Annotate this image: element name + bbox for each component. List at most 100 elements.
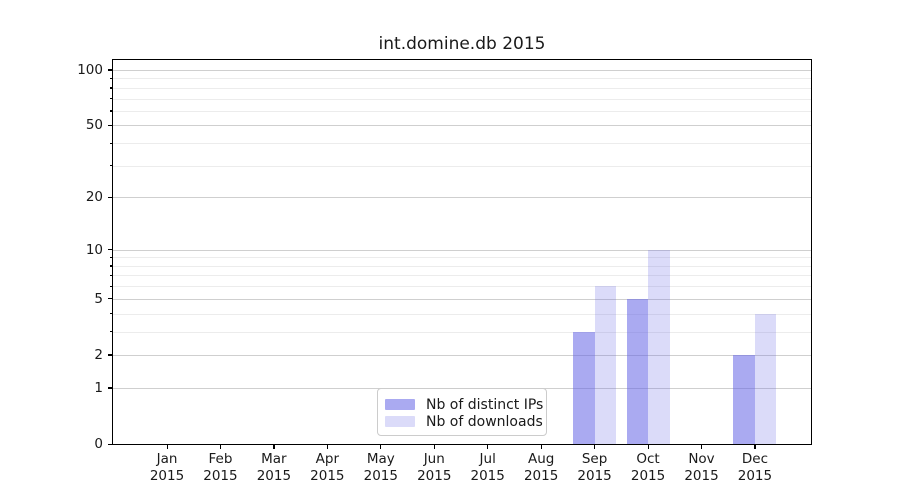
legend-label-downloads: Nb of downloads bbox=[426, 413, 543, 430]
x-tick-label-aug: Aug 2015 bbox=[501, 451, 581, 485]
minor-gridline bbox=[113, 331, 811, 333]
y-tick-label: 100 bbox=[77, 61, 103, 78]
x-tick-month: Jun bbox=[423, 451, 445, 467]
y-tick-mark bbox=[108, 124, 113, 127]
x-tick-mark bbox=[273, 444, 275, 449]
x-tick-mark bbox=[380, 444, 382, 449]
x-tick-label-may: May 2015 bbox=[341, 451, 421, 485]
x-tick-month: Jul bbox=[479, 451, 496, 467]
y-tick-label: 2 bbox=[94, 346, 103, 363]
x-tick-mark bbox=[433, 444, 435, 449]
x-tick-month: Apr bbox=[315, 451, 340, 467]
y-minor-tick-mark bbox=[110, 313, 113, 315]
x-tick-label-sep: Sep 2015 bbox=[555, 451, 635, 485]
y-minor-tick-mark bbox=[110, 165, 113, 167]
x-tick-month: Sep bbox=[581, 451, 608, 467]
major-gridline bbox=[113, 249, 811, 251]
downloads-swatch bbox=[385, 416, 415, 427]
y-tick-mark bbox=[108, 354, 113, 356]
y-tick-label: 50 bbox=[85, 117, 103, 134]
x-tick-label-mar: Mar 2015 bbox=[234, 451, 314, 485]
y-tick-mark bbox=[108, 249, 113, 251]
x-tick-month: Oct bbox=[636, 451, 660, 467]
minor-gridline bbox=[113, 265, 811, 267]
major-gridline bbox=[113, 354, 811, 356]
minor-gridline bbox=[113, 257, 811, 259]
y-tick-mark bbox=[108, 196, 113, 198]
x-tick-label-jun: Jun 2015 bbox=[394, 451, 474, 485]
legend-box: Nb of distinct IPs Nb of downloads bbox=[377, 388, 547, 436]
legend-item-downloads: Nb of downloads bbox=[385, 413, 546, 430]
y-tick-label: 0 bbox=[94, 436, 103, 452]
y-minor-tick-mark bbox=[110, 110, 113, 112]
y-tick-mark bbox=[108, 443, 113, 445]
y-minor-tick-mark bbox=[110, 256, 113, 259]
x-tick-year: 2015 bbox=[203, 468, 238, 484]
x-tick-label-jan: Jan 2015 bbox=[127, 451, 207, 485]
x-tick-year: 2015 bbox=[256, 468, 292, 484]
bar-oct-downloads bbox=[648, 249, 670, 444]
legend-label-distinct-ips: Nb of distinct IPs bbox=[426, 396, 544, 413]
x-tick-year: 2015 bbox=[737, 468, 773, 484]
x-tick-mark bbox=[754, 444, 756, 449]
major-gridline bbox=[113, 298, 811, 300]
x-tick-mark bbox=[594, 444, 596, 449]
chart-title: int.domine.db 2015 bbox=[378, 34, 546, 54]
x-tick-label-dec: Dec 2015 bbox=[715, 451, 795, 485]
minor-gridline bbox=[113, 110, 811, 112]
x-tick-year: 2015 bbox=[523, 468, 559, 484]
x-tick-year: 2015 bbox=[310, 468, 345, 484]
y-tick-label: 5 bbox=[94, 290, 103, 307]
x-tick-month: Dec bbox=[741, 451, 768, 467]
x-tick-mark bbox=[540, 444, 542, 449]
bar-dec-downloads bbox=[754, 313, 777, 444]
x-tick-year: 2015 bbox=[577, 468, 612, 484]
x-tick-mark bbox=[166, 444, 168, 449]
x-tick-label-apr: Apr 2015 bbox=[287, 451, 367, 485]
y-tick-mark bbox=[108, 387, 113, 389]
x-tick-mark bbox=[647, 444, 649, 449]
y-tick-mark bbox=[108, 69, 113, 71]
x-tick-label-jul: Jul 2015 bbox=[448, 451, 528, 485]
y-minor-tick-mark bbox=[110, 98, 113, 100]
bar-dec-distinct-ips bbox=[733, 354, 755, 444]
x-tick-year: 2015 bbox=[470, 468, 505, 484]
x-tick-month: Feb bbox=[208, 451, 233, 467]
minor-gridline bbox=[113, 275, 811, 277]
x-tick-month: Aug bbox=[527, 451, 555, 467]
x-tick-year: 2015 bbox=[363, 468, 398, 484]
x-tick-mark bbox=[487, 444, 489, 449]
plot-area bbox=[112, 59, 812, 445]
minor-gridline bbox=[113, 165, 811, 167]
distinct-ips-swatch bbox=[385, 399, 415, 410]
legend-item-distinct-ips: Nb of distinct IPs bbox=[385, 396, 546, 413]
y-tick-label: 10 bbox=[85, 241, 103, 258]
y-minor-tick-mark bbox=[110, 285, 113, 287]
major-gridline bbox=[113, 125, 811, 127]
y-minor-tick-mark bbox=[110, 87, 113, 89]
y-minor-tick-mark bbox=[110, 142, 113, 144]
minor-gridline bbox=[113, 87, 811, 89]
x-tick-label-nov: Nov 2015 bbox=[662, 451, 742, 485]
major-gridline bbox=[113, 197, 811, 199]
minor-gridline bbox=[113, 143, 811, 145]
x-tick-month: Nov bbox=[688, 451, 715, 467]
x-tick-mark bbox=[701, 444, 703, 449]
x-tick-mark bbox=[219, 444, 222, 449]
x-tick-year: 2015 bbox=[149, 468, 185, 484]
bar-sep-downloads bbox=[594, 286, 617, 444]
bar-oct-distinct-ips bbox=[626, 298, 649, 444]
x-tick-month: Jan bbox=[156, 451, 178, 467]
x-tick-year: 2015 bbox=[684, 468, 719, 484]
minor-gridline bbox=[113, 286, 811, 288]
x-tick-year: 2015 bbox=[417, 468, 452, 484]
minor-gridline bbox=[113, 98, 811, 100]
y-tick-label: 20 bbox=[85, 189, 103, 206]
y-minor-tick-mark bbox=[110, 274, 113, 277]
x-tick-year: 2015 bbox=[630, 468, 666, 484]
y-tick-label: 1 bbox=[94, 379, 103, 396]
y-minor-tick-mark bbox=[110, 77, 113, 80]
minor-gridline bbox=[113, 78, 811, 80]
x-tick-mark bbox=[326, 444, 329, 449]
